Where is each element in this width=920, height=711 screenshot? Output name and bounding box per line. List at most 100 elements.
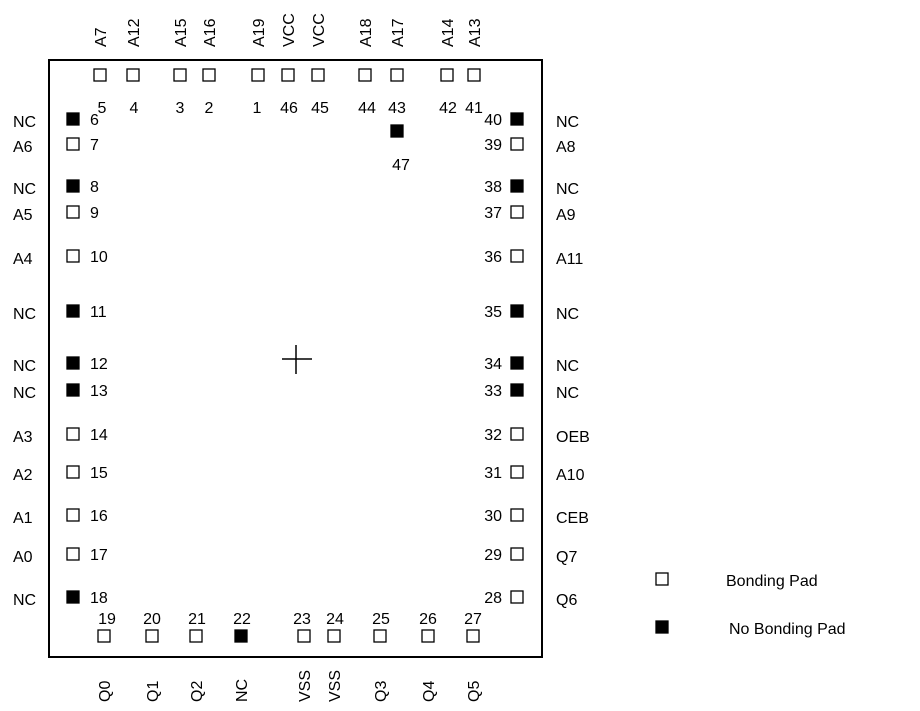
- bonding-pad-19: [97, 629, 111, 643]
- pad-number-19: 19: [98, 611, 116, 628]
- pad-number-16: 16: [90, 508, 108, 525]
- signal-label-12: NC: [13, 358, 36, 375]
- signal-label-4: A12: [126, 18, 143, 47]
- bonding-pad-3: [173, 68, 187, 82]
- bonding-pad-31: [510, 465, 524, 479]
- signal-label-10: A4: [13, 251, 33, 268]
- bonding-pad-9: [66, 205, 80, 219]
- pad-number-35: 35: [484, 304, 502, 321]
- no-bonding-pad-33: [510, 383, 524, 397]
- pad-number-4: 4: [130, 100, 139, 117]
- bonding-pad-25: [373, 629, 387, 643]
- bonding-pad-20: [145, 629, 159, 643]
- pad-number-32: 32: [484, 427, 502, 444]
- pad-number-1: 1: [253, 100, 262, 117]
- signal-label-13: NC: [13, 385, 36, 402]
- pad-number-8: 8: [90, 179, 99, 196]
- signal-label-28: Q6: [556, 592, 577, 609]
- bonding-pad-28: [510, 590, 524, 604]
- pad-number-24: 24: [326, 611, 344, 628]
- pad-number-45: 45: [311, 100, 329, 117]
- die-outline: [48, 59, 543, 658]
- legend-no-bonding-pad-label: No Bonding Pad: [729, 621, 846, 638]
- pad-number-17: 17: [90, 547, 108, 564]
- signal-label-34: NC: [556, 358, 579, 375]
- pad-number-39: 39: [484, 137, 502, 154]
- bonding-pad-29: [510, 547, 524, 561]
- no-bonding-pad-6: [66, 112, 80, 126]
- signal-label-45: VCC: [311, 13, 328, 47]
- pad-number-9: 9: [90, 205, 99, 222]
- signal-label-15: A2: [13, 467, 33, 484]
- pad-number-42: 42: [439, 100, 457, 117]
- signal-label-2: A16: [202, 18, 219, 47]
- bonding-pad-30: [510, 508, 524, 522]
- pad-number-31: 31: [484, 465, 502, 482]
- pad-number-5: 5: [98, 100, 107, 117]
- signal-label-5: A7: [93, 27, 110, 47]
- signal-label-30: CEB: [556, 510, 589, 527]
- pad-number-7: 7: [90, 137, 99, 154]
- signal-label-46: VCC: [281, 13, 298, 47]
- bonding-pad-45: [311, 68, 325, 82]
- no-bonding-pad-40: [510, 112, 524, 126]
- pad-number-36: 36: [484, 249, 502, 266]
- signal-label-41: A13: [467, 18, 484, 47]
- bonding-pad-21: [189, 629, 203, 643]
- bonding-pad-24: [327, 629, 341, 643]
- pad-number-37: 37: [484, 205, 502, 222]
- no-bonding-pad-35: [510, 304, 524, 318]
- pad-number-38: 38: [484, 179, 502, 196]
- bonding-pad-4: [126, 68, 140, 82]
- pad-number-46: 46: [280, 100, 298, 117]
- pad-number-18: 18: [90, 590, 108, 607]
- pad-number-21: 21: [188, 611, 206, 628]
- pad-number-47: 47: [392, 157, 410, 174]
- signal-label-35: NC: [556, 306, 579, 323]
- signal-label-43: A17: [390, 18, 407, 47]
- center-crosshair: [282, 345, 312, 374]
- pad-number-6: 6: [90, 112, 99, 129]
- no-bonding-pad-11: [66, 304, 80, 318]
- legend: Bonding Pad No Bonding Pad: [655, 572, 846, 638]
- bonding-pad-10: [66, 249, 80, 263]
- no-bonding-pad-8: [66, 179, 80, 193]
- pad-number-2: 2: [205, 100, 214, 117]
- bonding-pad-26: [421, 629, 435, 643]
- bonding-pad-7: [66, 137, 80, 151]
- signal-label-18: NC: [13, 592, 36, 609]
- bonding-pad-36: [510, 249, 524, 263]
- bonding-pad-27: [466, 629, 480, 643]
- signal-label-31: A10: [556, 467, 585, 484]
- bonding-pad-5: [93, 68, 107, 82]
- bonding-pad-41: [467, 68, 481, 82]
- signal-label-19: Q0: [97, 681, 114, 702]
- signal-label-14: A3: [13, 429, 33, 446]
- signal-label-11: NC: [13, 306, 36, 323]
- bonding-pad-32: [510, 427, 524, 441]
- pad-number-43: 43: [388, 100, 406, 117]
- signal-label-17: A0: [13, 549, 33, 566]
- signal-label-44: A18: [358, 18, 375, 47]
- signal-label-23: VSS: [297, 670, 314, 702]
- signal-label-3: A15: [173, 18, 190, 47]
- no-bonding-pad-38: [510, 179, 524, 193]
- bonding-pad-43: [390, 68, 404, 82]
- signal-label-38: NC: [556, 181, 579, 198]
- signal-label-16: A1: [13, 510, 33, 527]
- legend-bonding-pad-icon: [655, 572, 669, 586]
- pad-number-15: 15: [90, 465, 108, 482]
- legend-bonding-pad-label: Bonding Pad: [726, 573, 818, 590]
- pad-number-3: 3: [176, 100, 185, 117]
- pad-number-27: 27: [464, 611, 482, 628]
- signal-label-21: Q2: [189, 681, 206, 702]
- signal-label-8: NC: [13, 181, 36, 198]
- bonding-pad-37: [510, 205, 524, 219]
- no-bonding-pad-47: [390, 124, 404, 138]
- signal-label-26: Q4: [421, 681, 438, 702]
- pad-number-13: 13: [90, 383, 108, 400]
- signal-label-42: A14: [440, 18, 457, 47]
- pad-number-12: 12: [90, 356, 108, 373]
- pads: 1A192A163A154A125A76NC7A68NC9A510A411NC1…: [13, 13, 590, 702]
- bonding-pad-46: [281, 68, 295, 82]
